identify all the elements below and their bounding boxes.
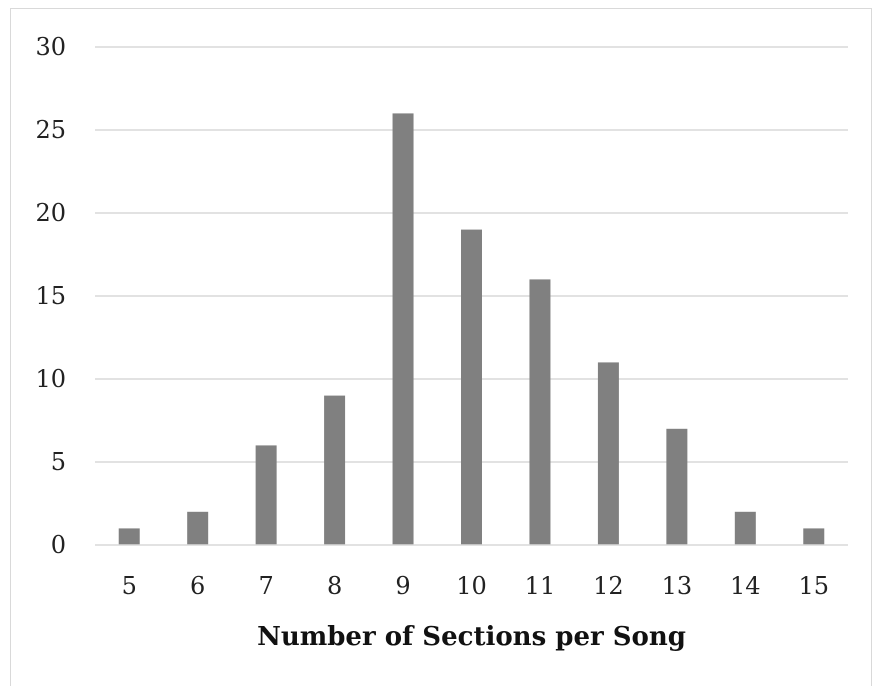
x-tick-label: 13	[662, 572, 693, 600]
bar-7	[255, 445, 277, 545]
x-tick-label: 15	[798, 572, 829, 600]
x-tick-label: 6	[190, 572, 205, 600]
x-tick-label: 5	[122, 572, 137, 600]
x-tick-label: 14	[730, 572, 761, 600]
y-tick-label: 15	[35, 282, 66, 310]
x-axis-tick-labels: 5 6 7 8 9 10 11 12 13 14 15	[122, 572, 829, 600]
y-tick-label: 30	[35, 33, 66, 61]
x-tick-label: 12	[593, 572, 624, 600]
x-tick-label: 10	[456, 572, 487, 600]
x-axis-title: Number of Sections per Song	[257, 622, 686, 652]
y-tick-label: 10	[35, 365, 66, 393]
bar-6	[187, 511, 209, 545]
bar-5	[118, 528, 140, 545]
y-tick-label: 5	[51, 448, 66, 476]
y-tick-label: 0	[51, 531, 66, 559]
bar-9	[392, 113, 414, 546]
chart-frame	[10, 8, 872, 686]
x-tick-label: 7	[258, 572, 273, 600]
y-axis-tick-labels: 0 5 10 15 20 25 30	[35, 33, 66, 559]
bar-14	[734, 511, 756, 545]
x-tick-label: 11	[525, 572, 556, 600]
x-tick-label: 8	[327, 572, 342, 600]
bar-13	[666, 428, 688, 545]
bar-11	[529, 279, 551, 545]
bar-12	[597, 362, 619, 545]
y-tick-label: 25	[35, 116, 66, 144]
y-tick-label: 20	[35, 199, 66, 227]
bar-8	[324, 395, 346, 545]
bars	[118, 113, 825, 546]
bar-10	[461, 229, 482, 545]
bar-15	[803, 528, 825, 545]
x-tick-label: 9	[395, 572, 410, 600]
